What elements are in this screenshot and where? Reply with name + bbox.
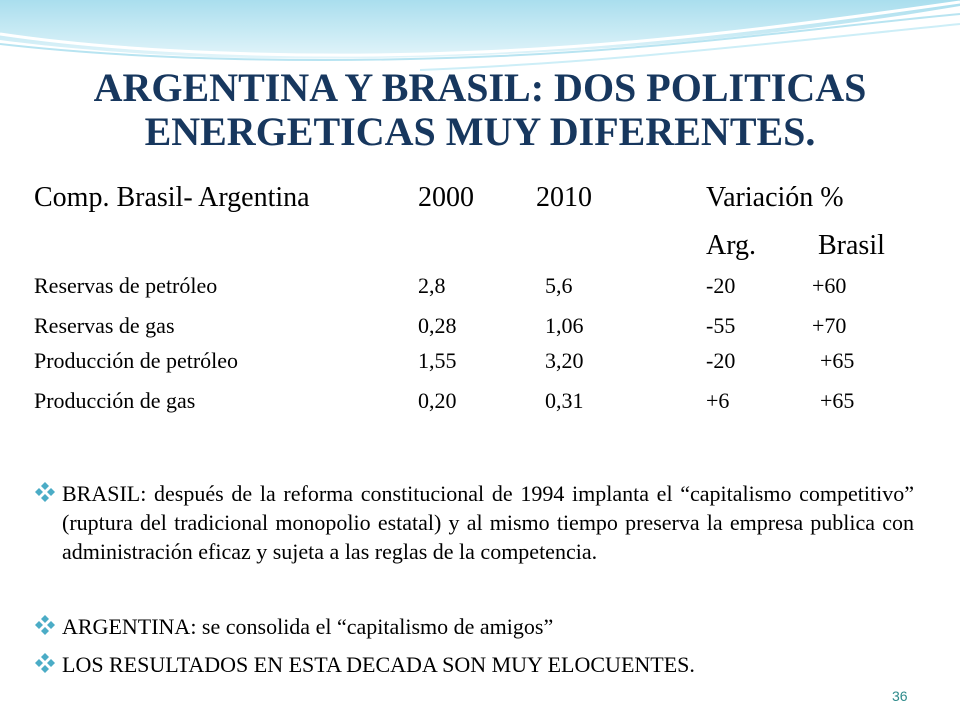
title-line-2: ENERGETICAS MUY DIFERENTES. (144, 109, 816, 154)
table-header-label: Comp. Brasil- Argentina (34, 182, 310, 213)
bullet-text: ARGENTINA: se consolida el “capitalismo … (62, 614, 554, 639)
header-wave-decoration (0, 0, 960, 71)
table-header-2000: 2000 (418, 182, 474, 213)
title-line-1: ARGENTINA Y BRASIL: DOS POLITICAS (93, 65, 867, 110)
table-subheader-arg: Arg. (706, 230, 757, 261)
row-label: Producción de petróleo (34, 348, 239, 373)
four-diamond-bullet-icon (35, 482, 55, 502)
row-2010: 3,20 (545, 348, 584, 373)
row-arg: +6 (706, 388, 730, 413)
row-arg: -55 (706, 313, 736, 338)
row-label: Producción de gas (34, 388, 196, 413)
row-brasil: +65 (820, 388, 855, 413)
row-2010: 0,31 (545, 388, 584, 413)
table-header-variacion: Variación % (706, 182, 844, 213)
bullet-item: BRASIL: después de la reforma constituci… (34, 479, 914, 566)
bullet-text: BRASIL: después de la reforma constituci… (62, 481, 914, 564)
bullet-item: ARGENTINA: se consolida el “capitalismo … (34, 612, 914, 641)
bullet-item: LOS RESULTADOS EN ESTA DECADA SON MUY EL… (34, 650, 914, 679)
row-arg: -20 (706, 348, 736, 373)
four-diamond-bullet-icon (35, 615, 55, 635)
slide-title: ARGENTINA Y BRASIL: DOS POLITICAS ENERGE… (20, 66, 940, 154)
row-2000: 0,20 (418, 388, 457, 413)
row-label: Reservas de gas (34, 313, 175, 338)
row-brasil: +65 (820, 348, 855, 373)
four-diamond-bullet-icon (35, 653, 55, 673)
row-arg: -20 (706, 273, 736, 298)
row-2000: 0,28 (418, 313, 457, 338)
row-label: Reservas de petróleo (34, 273, 218, 298)
row-brasil: +60 (812, 273, 847, 298)
table-header-2010: 2010 (536, 182, 592, 213)
row-2010: 5,6 (545, 273, 573, 298)
row-brasil: +70 (812, 313, 847, 338)
bullet-text: LOS RESULTADOS EN ESTA DECADA SON MUY EL… (62, 652, 695, 677)
row-2010: 1,06 (545, 313, 584, 338)
row-2000: 2,8 (418, 273, 446, 298)
page-number: 36 (892, 688, 908, 704)
table-subheader-brasil: Brasil (818, 230, 885, 261)
row-2000: 1,55 (418, 348, 457, 373)
